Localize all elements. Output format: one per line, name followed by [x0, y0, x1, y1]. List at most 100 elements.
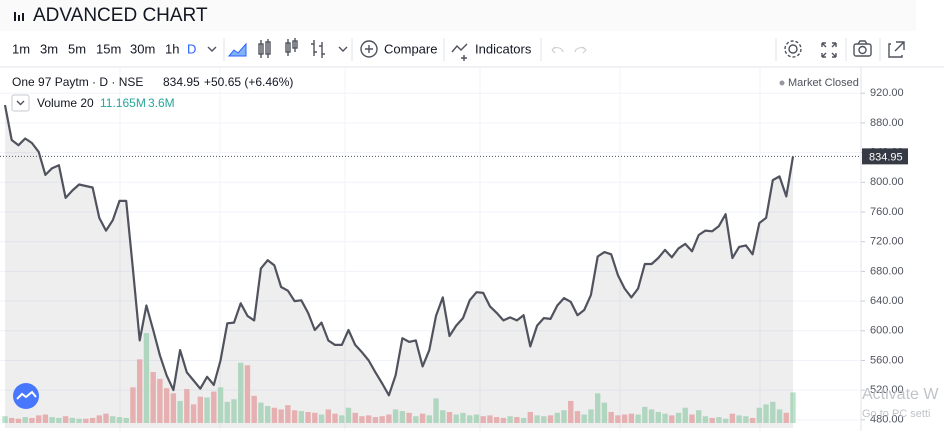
volume-bar: [541, 416, 547, 423]
volume-bar: [291, 410, 298, 423]
popout-button[interactable]: [888, 41, 905, 58]
volume-bar: [507, 416, 513, 423]
volume-bar: [204, 397, 210, 423]
logo-button[interactable]: [13, 383, 39, 409]
snapshot-button[interactable]: [853, 40, 872, 57]
volume-bar: [110, 416, 116, 423]
volume-bar: [608, 411, 614, 423]
volume-bar: [9, 417, 15, 423]
legend-toggle[interactable]: [11, 94, 30, 112]
hollow-candles-button[interactable]: [285, 38, 298, 56]
volume-bar: [716, 417, 722, 423]
volume-bar: [15, 418, 22, 423]
price-change: +50.65 (+6.46%): [204, 75, 293, 89]
volume-bar: [258, 402, 264, 423]
volume-bar: [763, 404, 769, 423]
volume-bar: [89, 417, 96, 423]
volume-bar: [392, 409, 399, 423]
fullscreen-button[interactable]: [821, 42, 837, 58]
volume-bar: [318, 414, 325, 423]
area-style-button[interactable]: [227, 42, 247, 57]
interval-button[interactable]: 30m: [130, 41, 155, 56]
volume-bar: [238, 362, 244, 423]
volume-bar: [386, 414, 392, 423]
volume-bar: [419, 413, 426, 423]
interval-button[interactable]: 1h: [165, 41, 179, 56]
title-icon: [14, 12, 24, 21]
volume-bar: [682, 407, 688, 423]
volume-bar: [332, 413, 338, 423]
volume-bar: [736, 415, 742, 423]
interval-button[interactable]: 3m: [40, 41, 58, 56]
volume-bar: [642, 406, 648, 423]
volume-bar: [29, 417, 35, 423]
volume-bar: [76, 418, 82, 423]
volume-bar: [527, 411, 534, 423]
volume-bar: [675, 412, 682, 423]
candles-button[interactable]: [258, 39, 271, 58]
interval-button[interactable]: 5m: [68, 41, 86, 56]
volume-bar: [217, 387, 224, 423]
volume-average: 11.165M: [100, 96, 146, 110]
price-line: [3, 104, 795, 397]
volume-bar: [770, 401, 776, 423]
volume-bar: [157, 378, 163, 423]
volume-bar: [406, 412, 412, 423]
volume-bar: [312, 412, 318, 423]
volume-bar: [621, 414, 628, 423]
volume-bar: [702, 416, 709, 423]
interval-button[interactable]: D: [187, 41, 196, 56]
volume-bar: [520, 417, 527, 423]
volume-bar: [749, 417, 756, 423]
style-dropdown[interactable]: [338, 46, 348, 52]
volume-bar: [305, 411, 311, 423]
interval-button[interactable]: 15m: [96, 41, 121, 56]
settings-button[interactable]: [784, 40, 802, 58]
compare-button[interactable]: Compare: [384, 41, 437, 56]
volume-bar: [413, 416, 419, 423]
interval-button[interactable]: 1m: [12, 41, 30, 56]
redo-button[interactable]: [574, 46, 587, 54]
volume-bar: [790, 392, 796, 423]
y-tick-label: 480.00: [870, 414, 904, 426]
volume-bar: [56, 417, 62, 423]
title-bar: [0, 0, 916, 31]
volume-bar: [689, 414, 695, 423]
volume-bar: [177, 400, 183, 423]
volume-bar: [49, 417, 55, 423]
volume-bar: [480, 416, 486, 423]
volume-bar: [352, 412, 358, 423]
volume-bar: [130, 387, 136, 423]
compare-icon[interactable]: [360, 40, 378, 58]
volume-bar: [251, 395, 257, 423]
volume-bar: [399, 411, 406, 423]
volume-bar: [426, 415, 433, 423]
volume-bar: [365, 415, 372, 423]
volume-bar: [662, 413, 668, 423]
last-price-label: 834.95: [869, 151, 903, 163]
volume-bar: [783, 412, 789, 423]
y-tick-label: 520.00: [870, 384, 904, 396]
indicators-button[interactable]: Indicators: [475, 41, 532, 56]
volume-bar: [615, 415, 621, 423]
bars-button[interactable]: [311, 40, 325, 58]
indicators-icon[interactable]: [451, 43, 468, 61]
volume-bar: [729, 413, 736, 423]
undo-button[interactable]: [551, 46, 564, 54]
volume-bar: [103, 413, 109, 423]
market-status: Market Closed: [788, 77, 859, 89]
volume-bar: [473, 414, 480, 423]
volume-bar: [635, 414, 641, 423]
last-price-box: [862, 148, 908, 165]
volume-bar: [581, 414, 587, 423]
volume-bar: [453, 414, 459, 423]
volume-bar: [211, 391, 217, 423]
watermark: Go to PC setti: [862, 408, 930, 420]
interval-dropdown[interactable]: [207, 46, 217, 52]
y-tick-label: 640.00: [870, 295, 904, 307]
volume-bar: [554, 412, 560, 423]
interval-group: 1m 3m 5m 15m 30m 1h D: [12, 41, 196, 56]
volume-bar: [433, 398, 439, 423]
y-tick-label: 600.00: [870, 325, 904, 337]
